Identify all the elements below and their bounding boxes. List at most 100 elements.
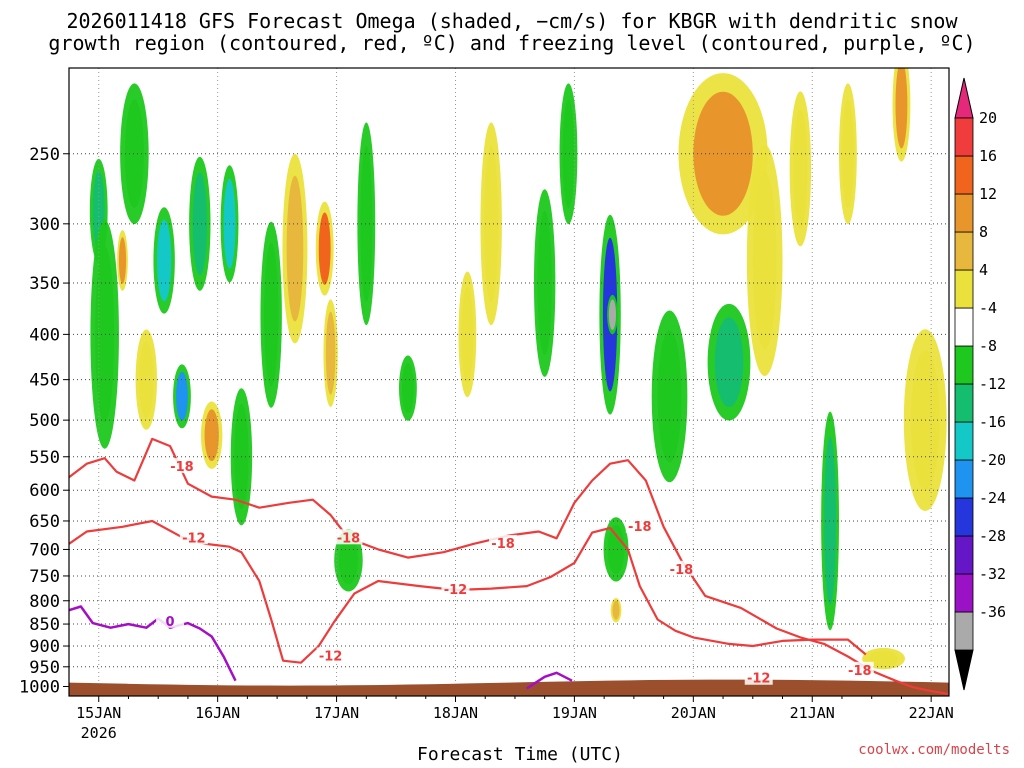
colorbar-label: -20 bbox=[979, 451, 1006, 469]
omega-blob bbox=[204, 409, 219, 462]
colorbar-label: -24 bbox=[979, 489, 1006, 507]
omega-blob bbox=[176, 371, 188, 421]
x-tick-label: 16JAN bbox=[195, 704, 240, 722]
y-tick-label: 600 bbox=[29, 481, 60, 501]
y-tick-label: 400 bbox=[29, 325, 60, 345]
omega-blob bbox=[693, 91, 753, 216]
plot-frame bbox=[68, 67, 950, 697]
omega-blob bbox=[192, 172, 207, 276]
colorbar-swatch bbox=[954, 345, 974, 385]
contour-label-bg bbox=[744, 669, 773, 685]
chart-title-line1: 2026011418 GFS Forecast Omega (shaded, −… bbox=[66, 9, 958, 33]
colorbar-swatch bbox=[954, 117, 974, 157]
omega-blob bbox=[264, 243, 279, 387]
y-tick-label: 550 bbox=[29, 448, 60, 468]
contour-label-bg bbox=[156, 612, 185, 628]
omega-blob bbox=[562, 99, 575, 208]
contour-label-minus18: -18 bbox=[628, 520, 652, 535]
omega-blob bbox=[360, 145, 373, 302]
omega-blob bbox=[338, 536, 358, 585]
omega-blob bbox=[612, 600, 620, 620]
x-axis-title: Forecast Time (UTC) bbox=[417, 744, 623, 765]
omega-blob bbox=[484, 145, 499, 302]
omega-blob bbox=[824, 436, 837, 606]
x-axis: 15JAN 16JAN 17JAN 18JAN 19JAN 20JAN 21JAN 22JAN… bbox=[76, 696, 954, 742]
x-tick-label: 21JAN bbox=[790, 704, 835, 722]
colorbar-top-arrow bbox=[954, 77, 974, 119]
omega-blob bbox=[124, 99, 144, 208]
colorbar-swatch bbox=[954, 307, 974, 347]
colorbar-bottom-arrow bbox=[954, 649, 974, 691]
y-tick-label: 500 bbox=[29, 411, 60, 431]
y-tick-label: 850 bbox=[29, 615, 60, 635]
x-tick-label: 17JAN bbox=[314, 704, 359, 722]
freezing-level-contour-b bbox=[526, 671, 573, 690]
x-tick-label: 18JAN bbox=[433, 704, 478, 722]
contour-label-bg bbox=[167, 458, 196, 474]
y-tick-label: 300 bbox=[29, 215, 60, 235]
omega-shading bbox=[89, 68, 947, 670]
omega-blob bbox=[657, 330, 682, 463]
omega-blob bbox=[793, 109, 808, 229]
colorbar-swatch bbox=[954, 535, 974, 575]
y-tick-label: 950 bbox=[29, 658, 60, 678]
colorbar-label: 20 bbox=[979, 109, 997, 127]
contour-label-zero: 0 bbox=[166, 615, 175, 630]
colorbar-swatch bbox=[954, 155, 974, 195]
omega-blob bbox=[286, 175, 304, 322]
colorbar-swatch bbox=[954, 459, 974, 499]
colorbar-swatch bbox=[954, 421, 974, 461]
omega-blob bbox=[608, 299, 617, 330]
contour-label-bg bbox=[625, 517, 654, 533]
contour-labels: -12 -12 -12 -12 -18 -18 -18 -18 -18 -18 0 bbox=[156, 458, 874, 687]
omega-blob bbox=[95, 246, 115, 423]
colorbar-label: -28 bbox=[979, 527, 1006, 545]
contour-label-minus12: -12 bbox=[182, 531, 206, 546]
colorbar-label: -16 bbox=[979, 413, 1006, 431]
colorbar-swatch bbox=[954, 573, 974, 613]
omega-blob bbox=[318, 212, 331, 285]
contour-label-bg bbox=[489, 534, 518, 550]
terrain bbox=[69, 679, 949, 696]
colorbar-label: 8 bbox=[979, 223, 988, 241]
colorbar-swatch bbox=[954, 231, 974, 271]
omega-blob bbox=[118, 237, 127, 284]
colorbar-label: -32 bbox=[979, 565, 1006, 583]
contour-label-minus12: -12 bbox=[444, 583, 468, 598]
y-tick-label: 450 bbox=[29, 371, 60, 391]
source-credit: coolwx.com/modelts bbox=[858, 742, 1010, 758]
omega-blob bbox=[139, 341, 154, 419]
contour-label-minus18: -18 bbox=[337, 531, 361, 546]
y-tick-label: 350 bbox=[29, 274, 60, 294]
contour-label-bg bbox=[334, 529, 363, 545]
y-tick-label: 800 bbox=[29, 592, 60, 612]
contour-label-bg bbox=[667, 560, 696, 576]
colorbar: 20 16 12 8 4 -4 -8 -12 -16 -20 -24 -28 -32 -36 bbox=[954, 77, 1006, 691]
contour-label-bg bbox=[845, 661, 874, 677]
omega-blob bbox=[157, 219, 172, 302]
x-tick-label: 22JAN bbox=[909, 704, 954, 722]
colorbar-swatch bbox=[954, 269, 974, 309]
x-tick-label: 20JAN bbox=[671, 704, 716, 722]
colorbar-label: 4 bbox=[979, 261, 988, 279]
contour-label-minus18: -18 bbox=[848, 664, 872, 679]
omega-blob bbox=[325, 311, 336, 395]
colorbar-label: -8 bbox=[979, 337, 997, 355]
omega-blob bbox=[752, 171, 777, 350]
x-tick-label: 15JAN bbox=[76, 704, 121, 722]
x-year-label: 2026 bbox=[81, 724, 117, 742]
contour-label-minus18: -18 bbox=[491, 537, 515, 552]
y-tick-label: 1000 bbox=[19, 678, 60, 698]
y-tick-label: 650 bbox=[29, 512, 60, 532]
colorbar-swatch bbox=[954, 497, 974, 537]
colorbar-label: -4 bbox=[979, 299, 997, 317]
contour-label-minus12: -12 bbox=[319, 650, 343, 665]
omega-blob bbox=[841, 99, 854, 208]
omega-blob bbox=[714, 317, 744, 408]
colorbar-label: -36 bbox=[979, 603, 1006, 621]
colorbar-label: -12 bbox=[979, 375, 1006, 393]
omega-blob bbox=[869, 650, 898, 667]
y-tick-label: 750 bbox=[29, 567, 60, 587]
colorbar-swatch bbox=[954, 193, 974, 233]
